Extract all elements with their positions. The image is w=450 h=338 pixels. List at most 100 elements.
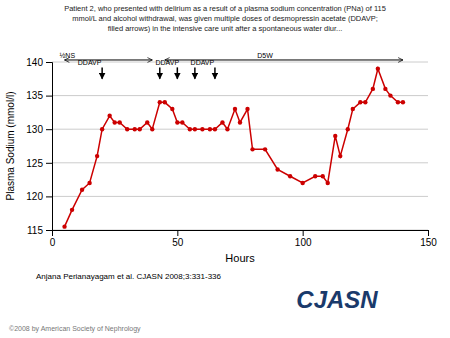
data-point bbox=[180, 120, 184, 124]
x-axis-title: Hours bbox=[225, 252, 255, 264]
data-point bbox=[300, 181, 304, 185]
y-tick-mark bbox=[46, 129, 52, 130]
data-point bbox=[376, 67, 380, 71]
data-point bbox=[250, 147, 254, 151]
data-point bbox=[188, 127, 192, 131]
dose-arrow bbox=[159, 67, 161, 78]
data-point bbox=[288, 174, 292, 178]
y-tick: 120 bbox=[26, 191, 52, 202]
data-point bbox=[208, 127, 212, 131]
x-tick: 150 bbox=[420, 230, 437, 248]
title-line: filled arrows) in the intensive care uni… bbox=[108, 24, 343, 33]
y-tick: 115 bbox=[27, 225, 52, 236]
data-point bbox=[333, 134, 337, 138]
range-label: ½NS bbox=[60, 52, 76, 59]
x-tick: 100 bbox=[295, 230, 312, 248]
y-tick-label: 125 bbox=[26, 158, 43, 169]
dose-arrow bbox=[101, 67, 103, 78]
y-tick-label: 140 bbox=[26, 57, 43, 68]
y-tick: 135 bbox=[26, 90, 52, 101]
grid-line bbox=[52, 62, 428, 63]
plot-area: 0 50 100 150 115 120 125 130 135 140 Hours Plasma S… bbox=[5, 52, 437, 264]
data-point bbox=[80, 187, 84, 191]
data-marks bbox=[62, 67, 405, 229]
grid-line bbox=[52, 162, 428, 163]
x-tick-mark bbox=[177, 230, 178, 236]
data-point bbox=[321, 174, 325, 178]
grid-line bbox=[52, 196, 428, 197]
data-point bbox=[62, 224, 66, 228]
x-tick-label: 150 bbox=[420, 237, 437, 248]
range-arrow bbox=[65, 59, 153, 60]
data-point bbox=[238, 120, 242, 124]
x-tick-label: 50 bbox=[172, 237, 184, 248]
annotations: DDAVPDDAVPDDAVP½NSD5W bbox=[60, 52, 403, 79]
dose-arrow bbox=[194, 67, 196, 78]
y-tick-mark bbox=[46, 96, 52, 97]
data-point bbox=[117, 120, 121, 124]
data-point bbox=[95, 154, 99, 158]
y-tick-mark bbox=[46, 196, 52, 197]
data-point bbox=[175, 120, 179, 124]
data-point bbox=[100, 127, 104, 131]
data-point bbox=[358, 100, 362, 104]
y-tick-mark bbox=[46, 163, 52, 164]
x-axis: 0 50 100 150 bbox=[50, 230, 438, 248]
data-point bbox=[200, 127, 204, 131]
title: Patient 2, who presented with delirium a… bbox=[64, 4, 386, 33]
y-tick: 140 bbox=[26, 57, 52, 68]
y-tick-label: 120 bbox=[26, 191, 43, 202]
grid-line bbox=[52, 129, 428, 130]
y-tick-label: 130 bbox=[26, 124, 43, 135]
data-point bbox=[138, 127, 142, 131]
y-tick-mark bbox=[46, 62, 52, 63]
data-point bbox=[158, 100, 162, 104]
title-line: Patient 2, who presented with delirium a… bbox=[64, 4, 386, 13]
data-point bbox=[363, 100, 367, 104]
range-arrow bbox=[165, 59, 403, 60]
data-point bbox=[193, 127, 197, 131]
data-point bbox=[150, 127, 154, 131]
data-point bbox=[112, 120, 116, 124]
data-point bbox=[275, 167, 279, 171]
data-point bbox=[388, 93, 392, 97]
data-point bbox=[213, 127, 217, 131]
data-point bbox=[371, 87, 375, 91]
citation: Anjana Perianayagam et al. CJASN 2008;3:… bbox=[36, 272, 222, 281]
x-axis-line bbox=[53, 231, 429, 237]
y-tick: 125 bbox=[26, 158, 52, 169]
x-tick: 50 bbox=[172, 230, 184, 248]
data-point bbox=[145, 120, 149, 124]
data-point bbox=[338, 154, 342, 158]
logo-text: CJASN bbox=[296, 286, 378, 313]
data-point bbox=[87, 181, 91, 185]
data-point bbox=[233, 107, 237, 111]
data-point bbox=[383, 87, 387, 91]
data-point bbox=[125, 127, 129, 131]
data-point bbox=[245, 107, 249, 111]
data-point bbox=[263, 147, 267, 151]
data-line bbox=[65, 69, 403, 227]
data-point bbox=[70, 208, 74, 212]
data-point bbox=[170, 107, 174, 111]
data-point bbox=[313, 174, 317, 178]
y-tick-label: 115 bbox=[27, 225, 43, 236]
grid-line bbox=[52, 95, 428, 96]
data-point bbox=[220, 120, 224, 124]
data-point bbox=[225, 127, 229, 131]
data-point bbox=[401, 100, 405, 104]
data-point bbox=[326, 181, 330, 185]
copyright: ©2008 by American Society of Nephrology bbox=[9, 325, 141, 333]
y-tick-mark bbox=[46, 230, 52, 231]
data-point bbox=[351, 107, 355, 111]
x-tick-mark bbox=[303, 230, 304, 236]
data-point bbox=[163, 100, 167, 104]
y-tick-label: 135 bbox=[26, 90, 43, 101]
x-tick: 0 bbox=[50, 230, 56, 248]
y-tick: 130 bbox=[26, 124, 52, 135]
dose-arrow bbox=[177, 67, 179, 78]
dose-arrow bbox=[214, 67, 216, 78]
y-axis: 115 120 125 130 135 140 bbox=[26, 57, 52, 236]
y-axis-title: Plasma Sodium (mmol/l) bbox=[5, 92, 16, 201]
x-tick-label: 0 bbox=[50, 237, 56, 248]
